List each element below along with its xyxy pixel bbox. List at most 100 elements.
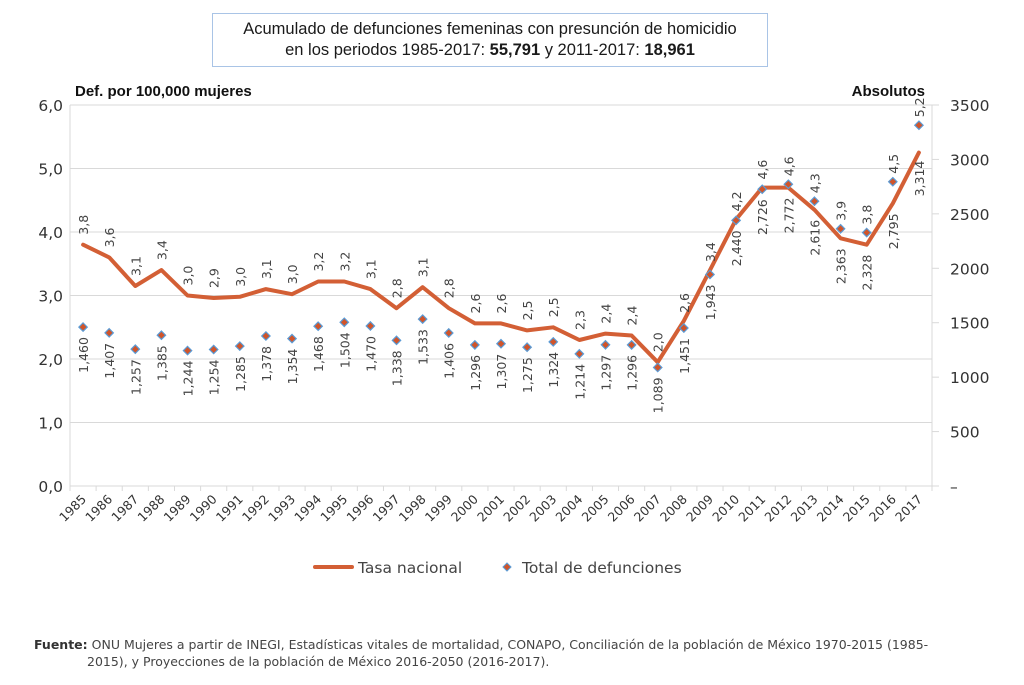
x-tick-label: 2001	[474, 492, 507, 525]
left-tick-label: 3,0	[38, 288, 63, 306]
right-tick-label: 2000	[950, 260, 989, 278]
total-marker	[548, 336, 559, 347]
total-2011-2017: 18,961	[644, 41, 695, 59]
tasa-data-label: 2,8	[442, 278, 457, 298]
right-tick-label: 1500	[950, 315, 989, 333]
tasa-data-label: 4,5	[886, 154, 901, 174]
tasa-data-label: 2,3	[572, 310, 587, 330]
total-data-label: 1,254	[207, 359, 222, 395]
total-marker	[156, 330, 167, 341]
legend-label-total: Total de defunciones	[521, 559, 682, 577]
total-marker	[339, 317, 350, 328]
right-tick-label: 500	[950, 424, 980, 442]
total-marker	[757, 184, 768, 195]
total-data-label: 1,214	[572, 364, 587, 400]
total-data-label: 2,616	[807, 220, 822, 256]
total-data-label: 1,378	[259, 346, 274, 382]
total-marker	[835, 223, 846, 234]
tasa-data-label: 3,8	[76, 215, 91, 235]
x-tick-label: 2010	[709, 491, 742, 524]
total-marker	[260, 330, 271, 342]
total-marker	[104, 327, 115, 338]
tasa-data-label: 3,0	[285, 264, 300, 284]
tasa-data-label: 3,9	[834, 201, 849, 221]
x-tick-label: 1988	[134, 491, 167, 524]
total-data-label: 2,726	[755, 199, 770, 235]
tasa-data-label: 4,3	[807, 173, 822, 193]
total-data-label: 1,504	[337, 332, 352, 368]
series-total-defunciones	[78, 120, 924, 373]
source-line1: ONU Mujeres a partir de INEGI, Estadísti…	[91, 637, 929, 652]
x-tick-label: 2007	[631, 492, 664, 525]
total-marker	[704, 269, 716, 280]
total-data-label: 1,354	[285, 349, 300, 385]
tasa-data-label: 2,5	[546, 297, 561, 317]
right-tick-label: 3500	[950, 97, 989, 115]
x-tick-label: 2008	[657, 491, 690, 524]
tasa-data-label: 3,1	[128, 256, 143, 276]
x-tick-label: 2015	[840, 492, 873, 525]
tasa-data-label: 2,6	[468, 294, 483, 314]
total-marker	[652, 362, 663, 373]
legend-diamond-swatch	[502, 562, 512, 572]
total-data-label: 1,307	[494, 354, 509, 390]
total-data-label: 1,244	[181, 361, 196, 397]
x-tick-label: 1993	[265, 492, 298, 525]
right-tick-label: 3000	[950, 151, 989, 169]
tasa-data-label: 3,0	[233, 267, 248, 287]
left-tick-label: 2,0	[38, 351, 63, 369]
total-data-label: 3,314	[912, 161, 927, 197]
x-axis-ticks: 1985198619871988198919901991199219931994…	[56, 491, 925, 524]
total-marker	[78, 322, 89, 333]
tasa-data-label: 2,8	[390, 278, 405, 298]
series-tasa-nacional	[81, 150, 921, 365]
total-data-label: 1,296	[468, 355, 483, 391]
total-data-label: 1,533	[416, 329, 431, 365]
x-tick-label: 2016	[866, 491, 899, 524]
total-data-label: 1,460	[76, 337, 91, 373]
title-mid: y 2011-2017:	[540, 41, 645, 59]
x-tick-label: 1986	[82, 491, 115, 524]
total-marker	[678, 322, 689, 334]
right-tick-label: –	[950, 478, 958, 496]
chart-title-box: Acumulado de defunciones femeninas con p…	[212, 13, 768, 67]
tasa-data-label: 2,9	[207, 268, 222, 288]
total-data-label: 2,328	[860, 255, 875, 291]
total-data-label: 1,296	[625, 355, 640, 391]
total-data-label: 1,338	[390, 350, 405, 386]
x-tick-label: 2000	[448, 491, 481, 524]
total-data-label: 2,772	[781, 198, 796, 234]
x-tick-label: 2006	[605, 491, 638, 524]
left-axis-title: Def. por 100,000 mujeres	[75, 83, 252, 100]
source-note: Fuente: ONU Mujeres a partir de INEGI, E…	[34, 636, 994, 670]
total-marker	[313, 321, 324, 332]
x-tick-label: 1990	[187, 491, 220, 524]
x-tick-label: 2014	[814, 491, 847, 524]
tasa-data-label: 3,1	[363, 259, 378, 279]
tasa-data-label: 3,8	[860, 205, 875, 225]
x-tick-label: 1991	[213, 492, 246, 525]
x-tick-label: 2003	[526, 492, 559, 525]
legend: Tasa nacional Total de defunciones	[313, 559, 682, 577]
total-marker	[365, 320, 376, 332]
tasa-data-label: 2,5	[520, 301, 535, 321]
total-marker	[495, 338, 507, 349]
tasa-data-label: 3,4	[154, 240, 169, 260]
total-marker	[286, 333, 298, 344]
total-marker	[783, 179, 794, 190]
total-data-label: 1,451	[677, 338, 692, 374]
data-labels-total: 1,460 1,407 1,257 1,385 1,244 1,254 1,285 1,378…	[76, 161, 927, 414]
axes	[69, 104, 939, 491]
data-labels-tasa: 3,8 3,6 3,1 3,4 3,0 2,9 3,0 3,1 3,0 3,2 3,2 3,1 2,8 3…	[76, 97, 927, 352]
total-data-label: 1,385	[154, 345, 169, 381]
left-tick-label: 6,0	[38, 97, 63, 115]
left-tick-label: 1,0	[38, 415, 63, 433]
x-tick-label: 2012	[761, 492, 794, 525]
total-data-label: 1,470	[363, 336, 378, 372]
tasa-data-label: 3,2	[337, 252, 352, 272]
total-marker	[574, 348, 585, 359]
x-tick-label: 1992	[239, 492, 272, 525]
left-tick-label: 4,0	[38, 224, 63, 242]
x-tick-label: 1999	[422, 491, 455, 524]
